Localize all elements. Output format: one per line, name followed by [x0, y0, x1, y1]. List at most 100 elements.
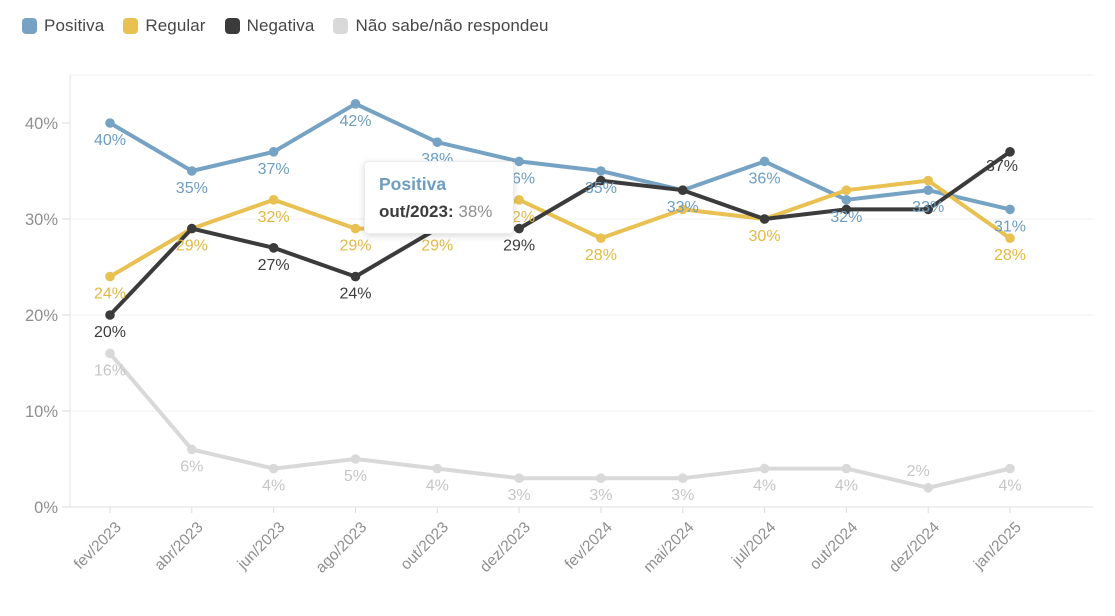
x-axis-tick-label: jun/2023: [234, 519, 289, 574]
data-point-label: 42%: [339, 113, 371, 130]
data-point[interactable]: [841, 195, 852, 205]
data-point[interactable]: [350, 454, 361, 464]
data-point[interactable]: [350, 223, 361, 234]
x-axis-tick-label: out/2023: [397, 519, 452, 574]
data-point[interactable]: [841, 185, 852, 195]
y-axis-tick-label: 20%: [25, 307, 58, 325]
series-line-2: [108, 149, 1013, 317]
data-point-label: 24%: [339, 286, 371, 303]
data-point[interactable]: [187, 166, 197, 176]
data-point-label: 4%: [753, 478, 776, 495]
y-axis-tick-label: 30%: [25, 211, 58, 229]
data-point-label: 40%: [94, 132, 126, 149]
x-axis-tick-label: jul/2024: [728, 519, 779, 570]
data-point[interactable]: [759, 463, 770, 474]
x-axis-tick-label: mai/2024: [640, 519, 697, 576]
data-point[interactable]: [759, 156, 770, 167]
tooltip-series-name: Positiva: [379, 174, 447, 194]
legend-swatch-icon: [22, 18, 37, 34]
data-point-label: 32%: [830, 209, 862, 226]
data-point-label: 6%: [180, 458, 203, 475]
data-point[interactable]: [596, 233, 606, 243]
data-point[interactable]: [105, 310, 115, 320]
data-point-label: 30%: [749, 228, 781, 245]
data-point-label: 33%: [667, 199, 699, 216]
y-axis-tick-label: 10%: [25, 403, 58, 421]
chart-tooltip: Positiva out/2023: 38%: [364, 161, 514, 234]
data-point-label: 4%: [262, 478, 285, 495]
data-point-label: 3%: [589, 487, 612, 504]
data-point[interactable]: [841, 463, 852, 474]
data-point[interactable]: [105, 348, 115, 359]
data-point-label: 16%: [94, 362, 126, 379]
x-axis-tick-label: fev/2023: [71, 519, 125, 573]
data-point-label: 29%: [176, 238, 208, 255]
legend-item-2[interactable]: Negativa: [224, 16, 315, 36]
data-point[interactable]: [268, 243, 279, 253]
data-point[interactable]: [923, 204, 933, 215]
x-axis-tick-label: ago/2023: [313, 519, 371, 577]
data-point[interactable]: [268, 195, 279, 205]
data-point[interactable]: [677, 204, 688, 215]
data-point[interactable]: [432, 463, 443, 474]
x-axis-tick-label: dez/2023: [477, 519, 534, 576]
data-point[interactable]: [350, 271, 361, 282]
y-axis-tick-label: 40%: [25, 115, 58, 133]
data-point[interactable]: [923, 483, 933, 493]
data-point-label: 36%: [749, 170, 781, 187]
legend-item-3[interactable]: Não sabe/não respondeu: [333, 16, 549, 36]
data-point[interactable]: [432, 137, 443, 147]
data-point[interactable]: [841, 204, 852, 215]
data-point[interactable]: [923, 185, 933, 195]
legend-item-1[interactable]: Regular: [123, 16, 205, 36]
data-point[interactable]: [514, 195, 524, 205]
data-point[interactable]: [1005, 147, 1015, 157]
data-point[interactable]: [677, 185, 688, 195]
data-point-label: 31%: [994, 218, 1026, 235]
y-axis-tick-label: 0%: [34, 499, 58, 517]
data-point[interactable]: [596, 473, 606, 484]
data-point-label: 27%: [258, 257, 290, 274]
data-point[interactable]: [268, 463, 279, 474]
data-point[interactable]: [596, 175, 606, 186]
data-point-label: 5%: [344, 468, 367, 485]
data-point[interactable]: [677, 473, 688, 484]
data-point-label: 3%: [671, 487, 694, 504]
x-axis-tick-label: fev/2024: [562, 519, 616, 573]
tooltip-point-value: 38%: [458, 202, 493, 221]
data-point[interactable]: [1005, 204, 1015, 215]
data-point-label: 37%: [258, 161, 290, 178]
data-point[interactable]: [514, 473, 524, 484]
x-axis-tick-label: abr/2023: [151, 519, 206, 574]
data-point[interactable]: [187, 444, 197, 455]
data-point[interactable]: [105, 118, 115, 128]
data-point[interactable]: [187, 223, 197, 234]
legend-item-0[interactable]: Positiva: [22, 16, 104, 36]
data-point[interactable]: [1005, 463, 1015, 474]
tooltip-value-line: out/2023: 38%: [379, 202, 499, 222]
chart-legend: Positiva Regular Negativa Não sabe/não resp…: [22, 16, 549, 36]
data-point[interactable]: [514, 156, 524, 167]
data-point-label: 4%: [835, 478, 858, 495]
series-line-3: [108, 351, 1013, 490]
data-point[interactable]: [350, 99, 361, 109]
data-point-label: 28%: [994, 247, 1026, 264]
data-point[interactable]: [105, 271, 115, 282]
data-point[interactable]: [923, 175, 933, 186]
data-point[interactable]: [1005, 233, 1015, 243]
data-point-label: 20%: [94, 324, 126, 341]
data-point-label: 4%: [998, 478, 1021, 495]
data-point[interactable]: [268, 147, 279, 157]
data-point[interactable]: [759, 214, 770, 224]
data-point-label: 29%: [503, 238, 535, 255]
legend-label: Não sabe/não respondeu: [355, 16, 549, 35]
data-point[interactable]: [596, 166, 606, 176]
data-point-label: 33%: [912, 199, 944, 216]
series-line-0: [108, 101, 1013, 212]
tooltip-point-label: out/2023:: [379, 202, 454, 221]
data-point-label: 37%: [986, 158, 1018, 175]
data-point[interactable]: [514, 223, 524, 234]
data-point-label: 28%: [585, 247, 617, 264]
